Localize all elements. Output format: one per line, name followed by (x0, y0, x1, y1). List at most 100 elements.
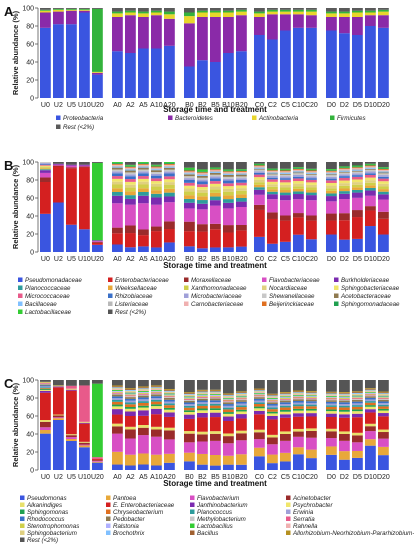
bar-segment (267, 173, 278, 175)
bar-segment (326, 401, 337, 404)
bar-segment (280, 173, 291, 175)
bar-segment (184, 162, 195, 168)
x-tick-label: A2 (126, 474, 135, 481)
bar-segment (280, 440, 291, 453)
bar-segment (352, 399, 363, 402)
legend-label: Rest (<2%) (63, 124, 94, 131)
bar-segment (293, 172, 304, 174)
bar-segment (378, 401, 389, 404)
bar-segment (378, 395, 389, 397)
bar-segment (306, 430, 317, 438)
bar-segment (339, 171, 350, 173)
bar-segment (125, 393, 136, 395)
bar-segment (125, 411, 136, 416)
bar-segment (151, 226, 162, 232)
bar-segment (339, 176, 350, 178)
bar-segment (210, 229, 221, 248)
x-tick-label: B10 (222, 102, 235, 109)
bar-segment (210, 62, 221, 98)
bar-segment (53, 387, 64, 415)
bar-segment (112, 392, 123, 394)
bar-segment (378, 169, 389, 171)
bar-segment (236, 396, 247, 398)
bar-segment (254, 172, 265, 175)
bar-segment (306, 184, 317, 188)
bar-segment (267, 404, 278, 406)
legend-swatch (286, 502, 291, 507)
x-tick-label: A5 (139, 102, 148, 109)
bar-segment (236, 440, 247, 455)
y-tick-label: 0 (30, 468, 34, 475)
bar-segment (339, 174, 350, 177)
legend-swatch (252, 115, 257, 120)
bar-segment (306, 399, 317, 402)
bar-segment (112, 404, 123, 407)
bar-segment (164, 427, 175, 431)
bar-segment (210, 183, 221, 187)
bar-segment (223, 172, 234, 174)
bar-segment (184, 399, 195, 400)
bar-segment (326, 431, 337, 439)
bar-segment (267, 194, 278, 200)
bar-segment (184, 221, 195, 232)
bar-segment (365, 168, 376, 170)
bar-segment (197, 396, 208, 397)
bar-segment (236, 409, 247, 412)
bar-segment (40, 172, 51, 178)
bar-segment (223, 394, 234, 396)
legend-swatch (286, 495, 291, 500)
bar-segment (197, 408, 208, 411)
bar-segment (138, 394, 149, 396)
bar-segment (184, 400, 195, 403)
bar-segment (112, 433, 123, 452)
bar-segment (125, 225, 136, 234)
bar-segment (210, 398, 221, 401)
bar-segment (79, 444, 90, 446)
bar-segment (184, 392, 195, 394)
bar-segment (164, 394, 175, 396)
bar-segment (210, 178, 221, 182)
bar-segment (223, 433, 234, 437)
legend-label: Planococcus (197, 509, 232, 516)
bar-segment (365, 190, 376, 196)
bar-segment (293, 410, 304, 414)
bar-segment (326, 398, 337, 400)
bar-segment (306, 178, 317, 180)
bar-segment (112, 233, 123, 245)
bar-segment (339, 220, 350, 240)
bar-segment (365, 195, 376, 207)
bar-segment (254, 162, 265, 164)
bar-segment (125, 438, 136, 455)
bar-segment (378, 8, 389, 10)
bar-segment (293, 174, 304, 177)
bar-segment (326, 193, 337, 197)
bar-segment (254, 400, 265, 403)
bar-segment (378, 172, 389, 174)
bar-segment (339, 169, 350, 170)
bar-segment (236, 194, 247, 198)
bar-segment (112, 51, 123, 98)
bar-segment (280, 397, 291, 398)
legend-swatch (106, 495, 111, 500)
bar-segment (53, 9, 64, 12)
bar-segment (197, 200, 208, 204)
bar-segment (254, 167, 265, 168)
bar-segment (378, 189, 389, 192)
bar-segment (210, 440, 221, 455)
bar-segment (125, 15, 136, 53)
legend-swatch (108, 293, 113, 298)
bar-segment (125, 389, 136, 391)
bar-segment (378, 408, 389, 411)
bar-segment (66, 224, 77, 252)
bar-segment (66, 164, 77, 166)
bar-segment (267, 380, 278, 394)
bar-segment (138, 391, 149, 393)
bar-segment (184, 66, 195, 98)
bar-segment (164, 398, 175, 400)
bar-segment (280, 410, 291, 412)
x-tick-label: B10 (222, 256, 235, 263)
bar-segment (138, 163, 149, 165)
bar-segment (151, 406, 162, 409)
bar-segment (293, 14, 304, 28)
bar-segment (280, 380, 291, 392)
